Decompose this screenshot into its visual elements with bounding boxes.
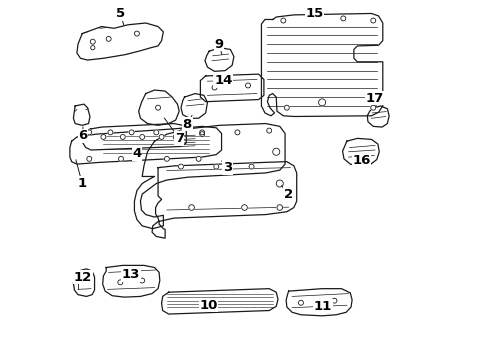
Circle shape (188, 205, 194, 210)
Circle shape (196, 156, 201, 161)
Text: 14: 14 (214, 74, 232, 87)
Circle shape (129, 130, 134, 135)
Circle shape (298, 300, 303, 305)
Circle shape (266, 128, 271, 133)
Circle shape (87, 156, 92, 161)
Circle shape (120, 135, 125, 139)
Circle shape (108, 130, 113, 135)
Circle shape (199, 130, 204, 135)
Polygon shape (73, 104, 90, 125)
Circle shape (173, 135, 178, 139)
Polygon shape (261, 13, 382, 117)
Polygon shape (285, 289, 351, 316)
Polygon shape (139, 90, 179, 125)
Polygon shape (204, 48, 233, 71)
Polygon shape (161, 289, 278, 314)
Circle shape (370, 18, 375, 23)
Circle shape (134, 31, 139, 36)
Circle shape (118, 280, 122, 285)
Polygon shape (342, 138, 379, 166)
Circle shape (90, 46, 95, 50)
Text: 7: 7 (174, 132, 183, 145)
Circle shape (241, 205, 247, 210)
Circle shape (280, 18, 285, 23)
Text: 13: 13 (122, 268, 140, 281)
Circle shape (178, 164, 183, 169)
Polygon shape (102, 265, 160, 297)
Circle shape (101, 135, 105, 139)
Polygon shape (200, 74, 264, 102)
Circle shape (245, 83, 250, 88)
Circle shape (159, 135, 164, 139)
Text: 6: 6 (78, 129, 87, 143)
Circle shape (284, 105, 289, 110)
Circle shape (212, 85, 217, 90)
Circle shape (154, 130, 159, 135)
Text: 11: 11 (313, 300, 331, 313)
Circle shape (90, 39, 95, 44)
Circle shape (87, 130, 92, 135)
Text: 9: 9 (214, 38, 223, 51)
Polygon shape (77, 23, 163, 60)
Text: 8: 8 (183, 118, 192, 131)
Circle shape (248, 164, 253, 169)
Circle shape (140, 135, 144, 139)
Polygon shape (73, 269, 94, 296)
Text: 10: 10 (199, 299, 217, 312)
Circle shape (118, 156, 123, 161)
Circle shape (318, 99, 325, 106)
Polygon shape (152, 162, 296, 238)
Circle shape (213, 164, 218, 169)
Circle shape (199, 132, 204, 136)
Text: 17: 17 (365, 92, 383, 105)
Circle shape (106, 36, 111, 41)
Text: 5: 5 (116, 7, 124, 20)
Circle shape (164, 156, 169, 161)
Text: 3: 3 (223, 161, 232, 174)
Text: 15: 15 (305, 7, 323, 20)
Text: 16: 16 (352, 154, 370, 167)
Circle shape (235, 130, 240, 135)
Circle shape (340, 16, 345, 21)
Polygon shape (134, 123, 285, 229)
Text: 1: 1 (78, 177, 86, 190)
Circle shape (155, 105, 160, 110)
Circle shape (331, 298, 336, 303)
Circle shape (276, 180, 283, 187)
Text: 12: 12 (74, 270, 92, 284)
Circle shape (140, 278, 144, 283)
Polygon shape (70, 126, 221, 164)
Circle shape (370, 105, 375, 110)
Text: 4: 4 (132, 147, 141, 160)
Text: 2: 2 (284, 188, 293, 201)
Polygon shape (366, 106, 388, 127)
Circle shape (272, 148, 279, 155)
Circle shape (178, 130, 183, 135)
Polygon shape (82, 123, 186, 150)
Circle shape (276, 205, 282, 210)
Polygon shape (181, 94, 207, 118)
